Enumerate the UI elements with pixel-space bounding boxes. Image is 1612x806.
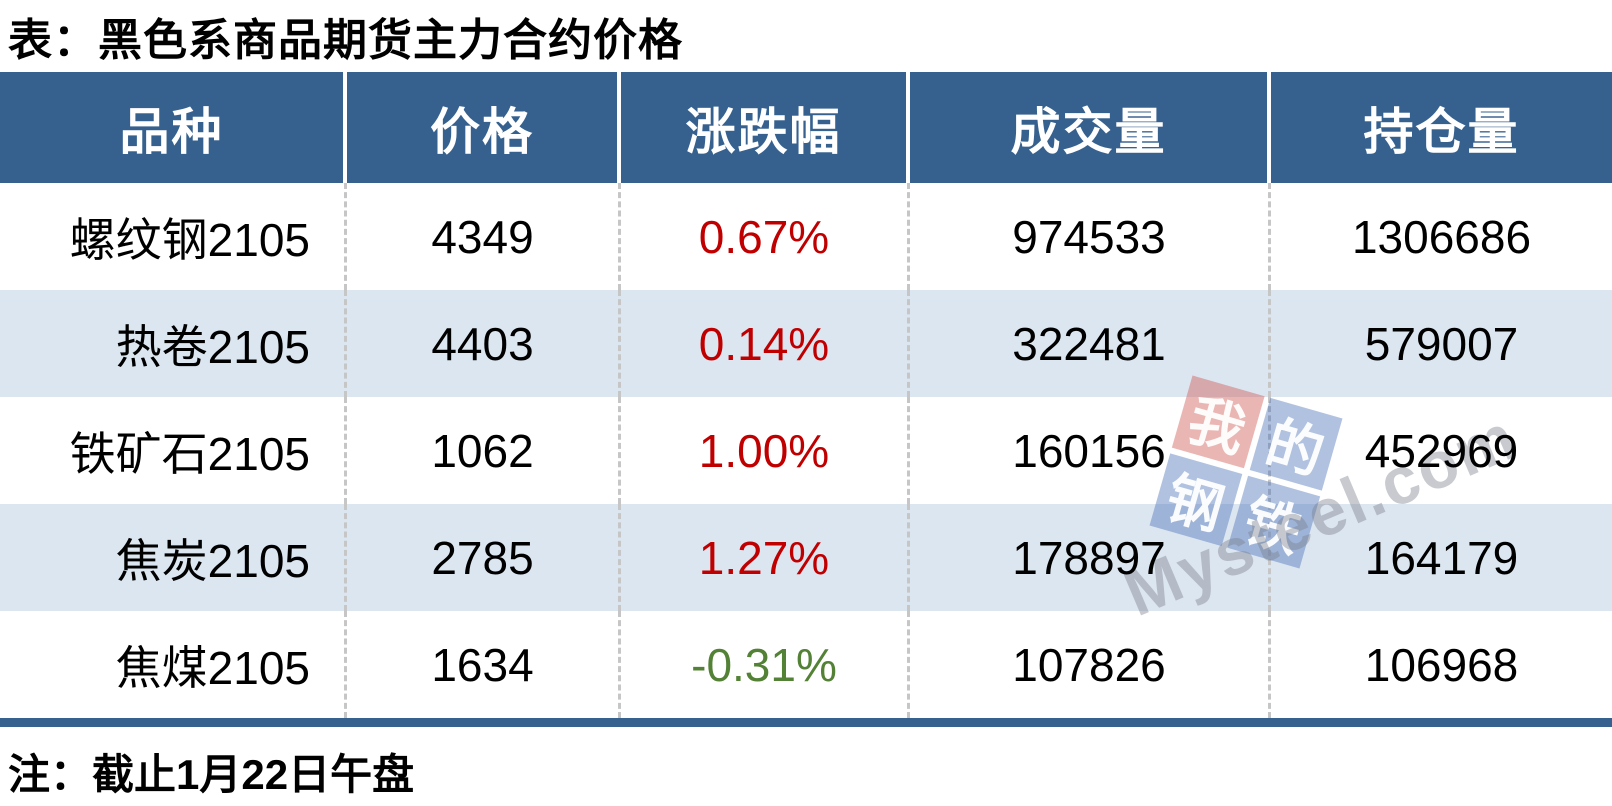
cell-variety: 热卷2105: [0, 290, 347, 397]
header-price: 价格: [347, 72, 621, 183]
futures-table: 品种 价格 涨跌幅 成交量 持仓量 螺纹钢2105 4349 0.67% 974…: [0, 72, 1612, 727]
footnote: 注：截止1月22日午盘: [8, 751, 415, 798]
table-row: 焦炭2105 2785 1.27% 178897 164179: [0, 504, 1612, 611]
table-row: 热卷2105 4403 0.14% 322481 579007: [0, 290, 1612, 397]
cell-price: 4349: [347, 183, 621, 290]
cell-open-interest: 164179: [1364, 531, 1519, 584]
page-title: 表：黑色系商品期货主力合约价格: [8, 16, 683, 65]
cell-change: 0.67%: [621, 183, 910, 290]
cell-price: 1634: [347, 611, 621, 718]
table-row: 螺纹钢2105 4349 0.67% 974533 1306686: [0, 183, 1612, 290]
header-change: 涨跌幅: [621, 72, 910, 183]
header-open-interest: 持仓量: [1363, 103, 1520, 160]
header-variety: 品种: [0, 72, 347, 183]
cell-variety: 螺纹钢2105: [0, 183, 347, 290]
cell-open-interest: 1306686: [1351, 210, 1532, 263]
cell-change: 1.00%: [621, 397, 910, 504]
footnote-area: 注：截止1月22日午盘: [0, 727, 1612, 802]
cell-volume: 974533: [910, 183, 1271, 290]
cell-price: 1062: [347, 397, 621, 504]
cell-change: -0.31%: [621, 611, 910, 718]
cell-price: 2785: [347, 504, 621, 611]
cell-volume: 178897: [910, 504, 1271, 611]
cell-volume: 322481: [910, 290, 1271, 397]
cell-volume: 107826: [910, 611, 1271, 718]
cell-change: 0.14%: [621, 290, 910, 397]
cell-variety: 焦煤2105: [0, 611, 347, 718]
cell-price: 4403: [347, 290, 621, 397]
table-header-row: 品种 价格 涨跌幅 成交量 持仓量: [0, 72, 1612, 183]
table-row: 焦煤2105 1634 -0.31% 107826 106968: [0, 611, 1612, 718]
page-title-area: 表：黑色系商品期货主力合约价格: [0, 0, 1612, 72]
table-row: 铁矿石2105 1062 1.00% 160156 452969: [0, 397, 1612, 504]
cell-variety: 焦炭2105: [0, 504, 347, 611]
header-volume: 成交量: [910, 72, 1271, 183]
cell-volume: 160156: [910, 397, 1271, 504]
cell-open-interest: 106968: [1364, 638, 1519, 691]
cell-open-interest: 579007: [1364, 317, 1519, 370]
cell-open-interest: 452969: [1364, 424, 1519, 477]
cell-variety: 铁矿石2105: [0, 397, 347, 504]
cell-change: 1.27%: [621, 504, 910, 611]
table-bottom-divider: [0, 718, 1612, 727]
